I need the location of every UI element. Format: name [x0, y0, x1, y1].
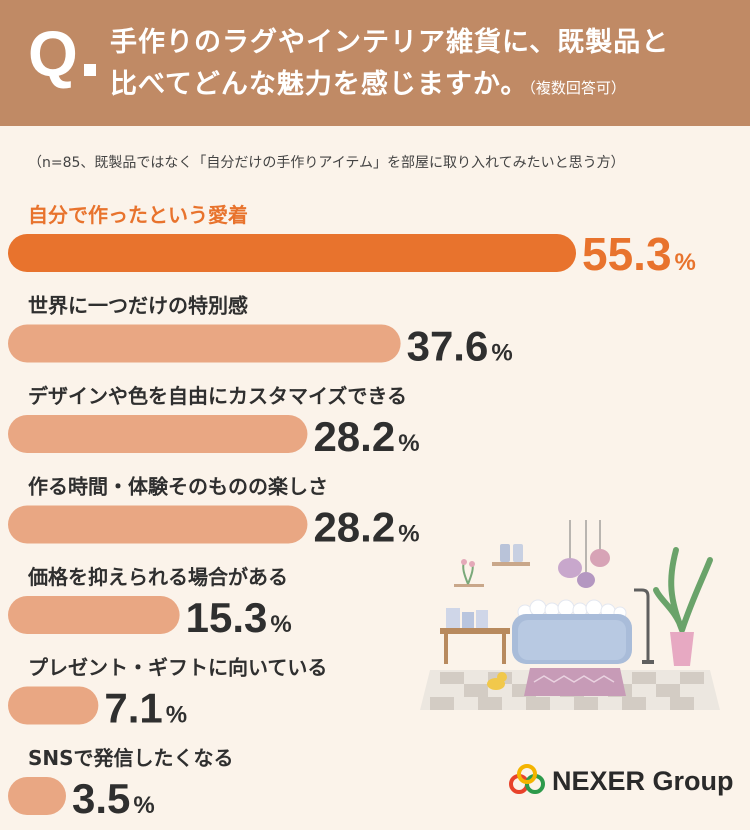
- value-label: 28.2%: [313, 413, 419, 460]
- value-label: 37.6%: [407, 323, 513, 370]
- bar: [8, 505, 308, 544]
- value-label: 28.2%: [313, 504, 419, 551]
- bar: [8, 234, 576, 272]
- nexer-logo-icon: [509, 764, 545, 794]
- sample-note: （n=85、既製品ではなく「自分だけの手作りアイテム」を部屋に取り入れてみたいと…: [28, 155, 625, 171]
- category-label: 価格を抑えられる場合がある: [27, 565, 288, 589]
- question-text: 手作りのラグやインテリア雑貨に、既製品と 比べてどんな魅力を感じますか。（複数回…: [110, 22, 730, 109]
- q-dot: [84, 64, 96, 76]
- bar: [8, 596, 180, 634]
- value-label: 55.3%: [582, 228, 696, 280]
- question-header: Q 手作りのラグやインテリア雑貨に、既製品と 比べてどんな魅力を感じますか。（複…: [0, 0, 750, 126]
- category-label: 自分で作ったという愛着: [28, 203, 248, 227]
- logo-text: NEXER Group: [552, 765, 734, 796]
- category-label: 世界に一つだけの特別感: [28, 294, 248, 318]
- value-label: 15.3%: [186, 594, 292, 641]
- bar: [8, 324, 401, 363]
- category-label: SNSで発信したくなる: [28, 746, 234, 770]
- nexer-logo: NEXER Group: [508, 764, 734, 798]
- question-line-1: 手作りのラグやインテリア雑貨に、既製品と: [110, 27, 670, 58]
- value-label: 7.1%: [104, 685, 187, 732]
- category-label: デザインや色を自由にカスタマイズできる: [28, 384, 407, 408]
- bar: [8, 777, 66, 815]
- bathroom-illustration: [420, 520, 720, 710]
- bar: [8, 686, 99, 725]
- question-sub: （複数回答可）: [528, 79, 626, 97]
- value-label: 3.5%: [72, 775, 155, 822]
- category-label: プレゼント・ギフトに向いている: [28, 656, 327, 680]
- question-line-2: 比べてどんな魅力を感じますか。（複数回答可）: [110, 69, 626, 100]
- category-label: 作る時間・体験そのものの楽しさ: [28, 475, 328, 499]
- q-mark: Q: [28, 18, 78, 90]
- bar: [8, 415, 308, 453]
